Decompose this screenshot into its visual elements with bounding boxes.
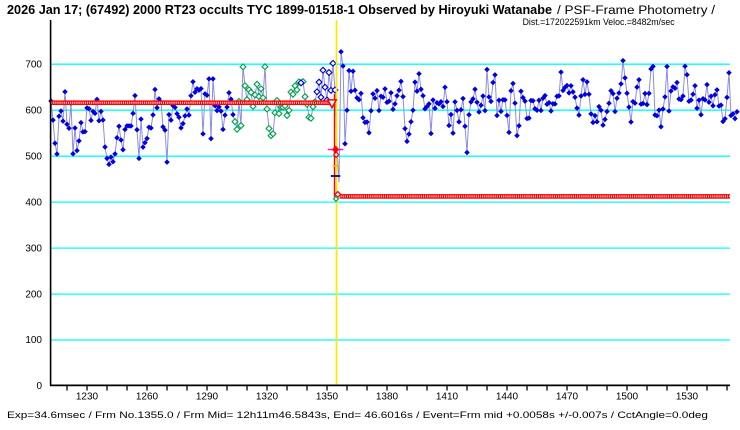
svg-text:0: 0 — [36, 381, 42, 392]
svg-text:1260: 1260 — [136, 392, 159, 403]
svg-text:600: 600 — [25, 105, 42, 116]
svg-text:1530: 1530 — [676, 392, 699, 403]
svg-text:1380: 1380 — [376, 392, 399, 403]
svg-text:700: 700 — [25, 59, 42, 70]
svg-text:300: 300 — [25, 243, 42, 254]
svg-text:Dist.=172022591km Veloc.=8482m: Dist.=172022591km Veloc.=8482m/sec — [523, 17, 675, 28]
svg-text:1500: 1500 — [616, 392, 639, 403]
svg-text:200: 200 — [25, 289, 42, 300]
svg-text:2026 Jan 17; (67492) 2000 RT23: 2026 Jan 17; (67492) 2000 RT23 occults T… — [7, 3, 552, 17]
svg-text:100: 100 — [25, 335, 42, 346]
svg-text:1410: 1410 — [436, 392, 459, 403]
svg-text:1470: 1470 — [556, 392, 579, 403]
svg-text:400: 400 — [25, 197, 42, 208]
svg-text:1320: 1320 — [256, 392, 279, 403]
svg-text:500: 500 — [25, 151, 42, 162]
svg-text:/ PSF-Frame Photometry /: / PSF-Frame Photometry / — [557, 5, 716, 17]
svg-text:1350: 1350 — [316, 392, 339, 403]
svg-text:1230: 1230 — [76, 392, 99, 403]
svg-text:Exp=34.6msec / Frm No.1355.0 /: Exp=34.6msec / Frm No.1355.0 / Frm Mid= … — [7, 410, 708, 421]
svg-text:1440: 1440 — [496, 392, 519, 403]
svg-text:1290: 1290 — [196, 392, 219, 403]
